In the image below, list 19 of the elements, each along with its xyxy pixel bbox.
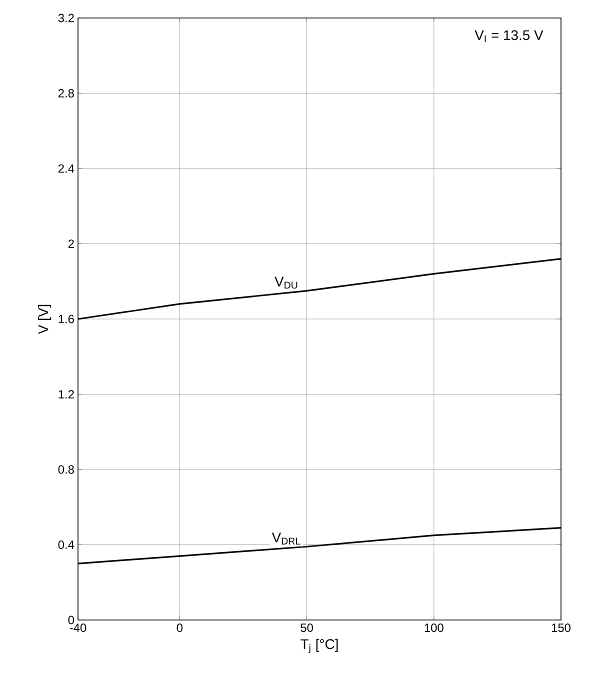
x-tick-label: 150 (552, 624, 571, 632)
y-tick-label: 1.6 (58, 314, 74, 324)
series-label: V$_{DRL}$ (272, 532, 300, 544)
y-tick-label: 1.2 (58, 390, 74, 398)
y-tick-label: 2 (68, 240, 74, 248)
y-tick-label: 0 (68, 616, 74, 624)
x-tick-label: -40 (70, 624, 86, 632)
y-tick-label: 2.4 (58, 164, 74, 173)
y-tick-label: 0.8 (58, 465, 74, 474)
annotation: V$_{I}$ = 13.5 V (474, 30, 544, 42)
x-tick-label: 50 (300, 624, 313, 632)
x-axis-title: T$_{j}$ [°C] (300, 638, 338, 654)
y-tick-label: 0.4 (58, 540, 74, 549)
y-tick-label: 2.8 (58, 89, 74, 98)
x-tick-label: 0 (176, 624, 183, 632)
y-axis-title: V [V] (38, 304, 52, 334)
y-tick-label: 3.2 (58, 14, 74, 22)
series-label: V$_{DU}$ (274, 276, 298, 289)
x-tick-label: 100 (424, 624, 444, 632)
